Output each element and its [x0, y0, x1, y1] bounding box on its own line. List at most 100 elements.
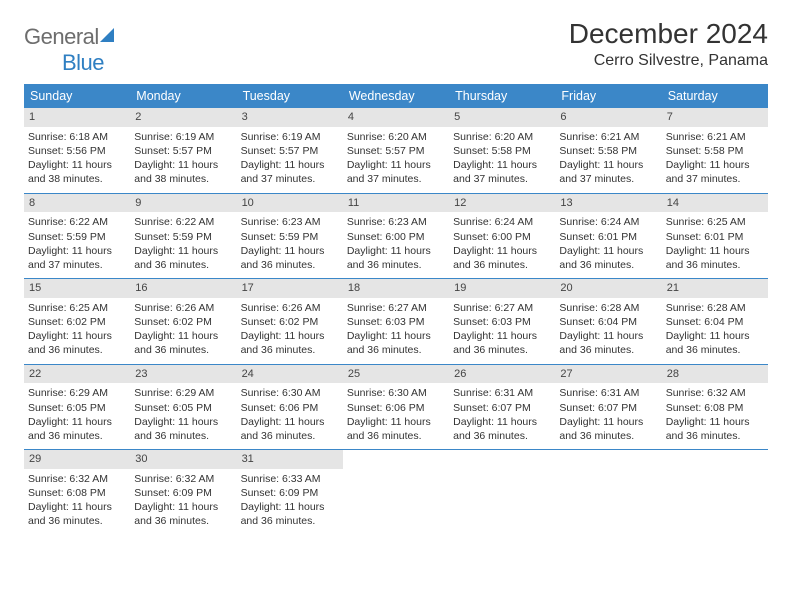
- day-number: 6: [555, 108, 661, 127]
- day-number: 17: [237, 279, 343, 298]
- sunset-text: Sunset: 6:09 PM: [237, 486, 343, 500]
- day-cell: 17Sunrise: 6:26 AMSunset: 6:02 PMDayligh…: [237, 279, 343, 364]
- day-cell: 18Sunrise: 6:27 AMSunset: 6:03 PMDayligh…: [343, 279, 449, 364]
- daylight-text: and 37 minutes.: [24, 258, 130, 272]
- daylight-text: Daylight: 11 hours: [662, 158, 768, 172]
- day-number: 30: [130, 450, 236, 469]
- daylight-text: and 36 minutes.: [449, 429, 555, 443]
- sunrise-text: Sunrise: 6:33 AM: [237, 472, 343, 486]
- sunrise-text: Sunrise: 6:24 AM: [555, 215, 661, 229]
- weekday-header: Thursday: [449, 84, 555, 108]
- daylight-text: Daylight: 11 hours: [555, 329, 661, 343]
- daylight-text: Daylight: 11 hours: [237, 415, 343, 429]
- daylight-text: Daylight: 11 hours: [449, 329, 555, 343]
- daylight-text: Daylight: 11 hours: [662, 244, 768, 258]
- sunset-text: Sunset: 6:06 PM: [343, 401, 449, 415]
- daylight-text: Daylight: 11 hours: [130, 415, 236, 429]
- daylight-text: Daylight: 11 hours: [24, 500, 130, 514]
- day-cell: [343, 450, 449, 535]
- logo-text-2: Blue: [62, 50, 104, 75]
- sunset-text: Sunset: 6:00 PM: [343, 230, 449, 244]
- sunrise-text: Sunrise: 6:24 AM: [449, 215, 555, 229]
- day-cell: 25Sunrise: 6:30 AMSunset: 6:06 PMDayligh…: [343, 365, 449, 450]
- daylight-text: and 36 minutes.: [24, 429, 130, 443]
- sunset-text: Sunset: 6:08 PM: [24, 486, 130, 500]
- week-row: 1Sunrise: 6:18 AMSunset: 5:56 PMDaylight…: [24, 108, 768, 194]
- day-number: 22: [24, 365, 130, 384]
- sunset-text: Sunset: 5:58 PM: [449, 144, 555, 158]
- weekday-header: Monday: [130, 84, 236, 108]
- sunrise-text: Sunrise: 6:23 AM: [343, 215, 449, 229]
- sunrise-text: Sunrise: 6:29 AM: [130, 386, 236, 400]
- daylight-text: Daylight: 11 hours: [449, 244, 555, 258]
- daylight-text: and 36 minutes.: [130, 514, 236, 528]
- day-cell: 19Sunrise: 6:27 AMSunset: 6:03 PMDayligh…: [449, 279, 555, 364]
- day-cell: 10Sunrise: 6:23 AMSunset: 5:59 PMDayligh…: [237, 194, 343, 279]
- sunrise-text: Sunrise: 6:25 AM: [24, 301, 130, 315]
- day-number: 14: [662, 194, 768, 213]
- calendar-page: General Blue December 2024 Cerro Silvest…: [0, 0, 792, 545]
- day-cell: [662, 450, 768, 535]
- week-row: 29Sunrise: 6:32 AMSunset: 6:08 PMDayligh…: [24, 450, 768, 535]
- day-cell: [555, 450, 661, 535]
- daylight-text: and 38 minutes.: [24, 172, 130, 186]
- sunrise-text: Sunrise: 6:23 AM: [237, 215, 343, 229]
- sunrise-text: Sunrise: 6:21 AM: [662, 130, 768, 144]
- header: General Blue December 2024 Cerro Silvest…: [24, 18, 768, 76]
- week-row: 15Sunrise: 6:25 AMSunset: 6:02 PMDayligh…: [24, 279, 768, 365]
- weekday-header: Sunday: [24, 84, 130, 108]
- daylight-text: Daylight: 11 hours: [237, 329, 343, 343]
- daylight-text: Daylight: 11 hours: [24, 415, 130, 429]
- daylight-text: Daylight: 11 hours: [555, 244, 661, 258]
- week-row: 8Sunrise: 6:22 AMSunset: 5:59 PMDaylight…: [24, 194, 768, 280]
- day-number: 20: [555, 279, 661, 298]
- daylight-text: and 37 minutes.: [343, 172, 449, 186]
- sunset-text: Sunset: 6:03 PM: [449, 315, 555, 329]
- sunset-text: Sunset: 5:57 PM: [237, 144, 343, 158]
- daylight-text: Daylight: 11 hours: [555, 158, 661, 172]
- sunset-text: Sunset: 6:08 PM: [662, 401, 768, 415]
- daylight-text: and 36 minutes.: [237, 258, 343, 272]
- day-cell: 11Sunrise: 6:23 AMSunset: 6:00 PMDayligh…: [343, 194, 449, 279]
- sunrise-text: Sunrise: 6:20 AM: [343, 130, 449, 144]
- sunrise-text: Sunrise: 6:19 AM: [237, 130, 343, 144]
- daylight-text: and 36 minutes.: [449, 258, 555, 272]
- day-cell: 22Sunrise: 6:29 AMSunset: 6:05 PMDayligh…: [24, 365, 130, 450]
- day-number: 4: [343, 108, 449, 127]
- daylight-text: Daylight: 11 hours: [24, 158, 130, 172]
- daylight-text: and 36 minutes.: [237, 429, 343, 443]
- day-cell: 27Sunrise: 6:31 AMSunset: 6:07 PMDayligh…: [555, 365, 661, 450]
- day-number: 23: [130, 365, 236, 384]
- day-number: 15: [24, 279, 130, 298]
- day-cell: 20Sunrise: 6:28 AMSunset: 6:04 PMDayligh…: [555, 279, 661, 364]
- weekday-header: Wednesday: [343, 84, 449, 108]
- sunset-text: Sunset: 5:59 PM: [237, 230, 343, 244]
- daylight-text: and 36 minutes.: [24, 514, 130, 528]
- sunrise-text: Sunrise: 6:31 AM: [555, 386, 661, 400]
- daylight-text: Daylight: 11 hours: [555, 415, 661, 429]
- daylight-text: Daylight: 11 hours: [24, 244, 130, 258]
- sunset-text: Sunset: 6:02 PM: [237, 315, 343, 329]
- sunset-text: Sunset: 6:09 PM: [130, 486, 236, 500]
- day-cell: 13Sunrise: 6:24 AMSunset: 6:01 PMDayligh…: [555, 194, 661, 279]
- day-number: 11: [343, 194, 449, 213]
- day-cell: 9Sunrise: 6:22 AMSunset: 5:59 PMDaylight…: [130, 194, 236, 279]
- day-cell: 8Sunrise: 6:22 AMSunset: 5:59 PMDaylight…: [24, 194, 130, 279]
- sunset-text: Sunset: 6:01 PM: [662, 230, 768, 244]
- weekday-header-row: Sunday Monday Tuesday Wednesday Thursday…: [24, 84, 768, 108]
- day-number: 25: [343, 365, 449, 384]
- day-number: 7: [662, 108, 768, 127]
- daylight-text: Daylight: 11 hours: [237, 500, 343, 514]
- day-cell: 4Sunrise: 6:20 AMSunset: 5:57 PMDaylight…: [343, 108, 449, 193]
- sunrise-text: Sunrise: 6:27 AM: [449, 301, 555, 315]
- day-number: 3: [237, 108, 343, 127]
- daylight-text: Daylight: 11 hours: [130, 158, 236, 172]
- month-title: December 2024: [569, 18, 768, 50]
- daylight-text: and 37 minutes.: [449, 172, 555, 186]
- sunrise-text: Sunrise: 6:30 AM: [343, 386, 449, 400]
- sunset-text: Sunset: 6:06 PM: [237, 401, 343, 415]
- daylight-text: and 36 minutes.: [449, 343, 555, 357]
- sunset-text: Sunset: 6:02 PM: [130, 315, 236, 329]
- sunset-text: Sunset: 6:04 PM: [662, 315, 768, 329]
- daylight-text: and 36 minutes.: [24, 343, 130, 357]
